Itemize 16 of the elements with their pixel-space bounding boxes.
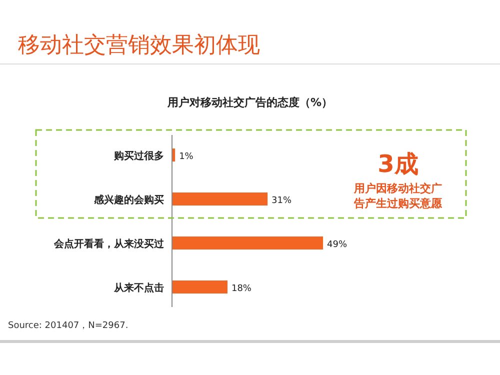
source-note: Source: 201407，N=2967. xyxy=(8,321,128,331)
bar xyxy=(172,280,228,294)
y-tick-label: 会点开看看，从来没买过 xyxy=(53,238,165,250)
y-tick-label: 从来不点击 xyxy=(113,282,164,294)
bar xyxy=(172,192,268,206)
bar xyxy=(172,236,324,250)
data-label: 31% xyxy=(272,196,292,206)
text: 用户因移动社交广告产生过购买意愿 xyxy=(353,182,443,210)
chart-subtitle: 用户对移动社交广告的态度（%） xyxy=(166,96,333,109)
text: 3成 xyxy=(378,150,418,178)
y-tick-label: 感兴趣的会购买 xyxy=(93,194,164,206)
data-label: 49% xyxy=(327,240,348,250)
data-label: 18% xyxy=(231,284,252,294)
chart-title: 移动社交营销效果初体现 xyxy=(18,33,260,58)
data-label: 1% xyxy=(179,152,194,162)
y-tick-label: 购买过很多 xyxy=(113,150,164,162)
